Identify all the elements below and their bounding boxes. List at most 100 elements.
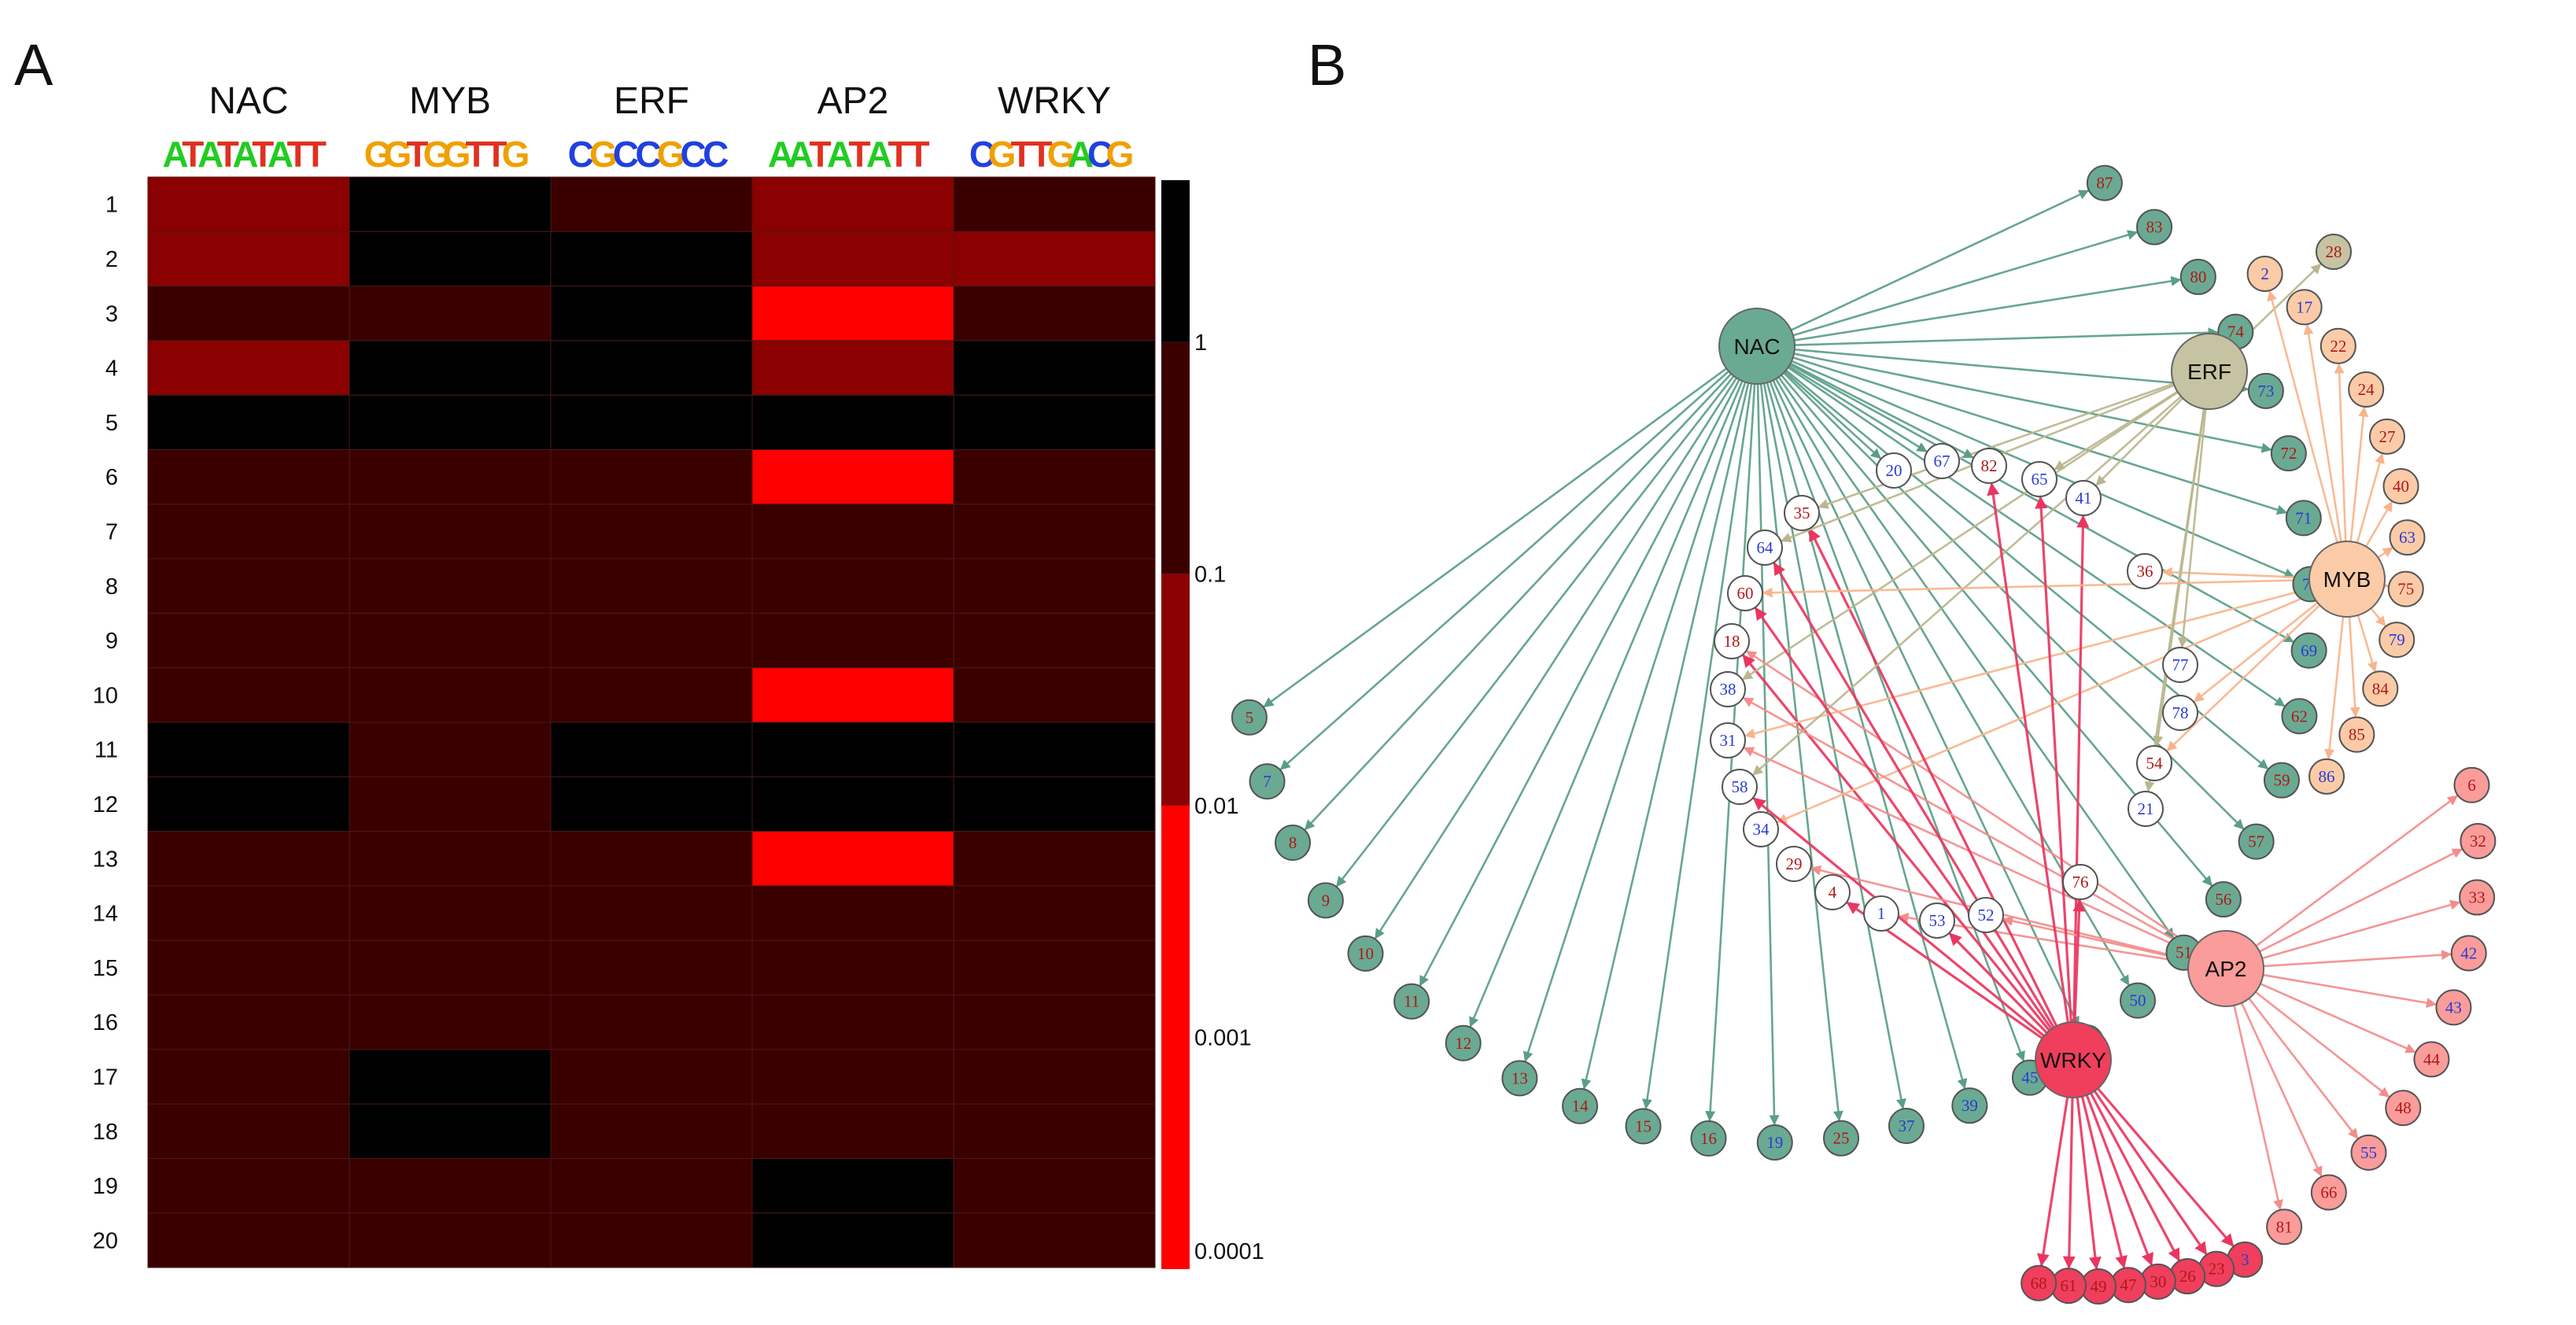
motif-letter: T: [848, 134, 870, 175]
heatmap-cell: [550, 449, 753, 505]
target-node-circle: [1722, 769, 1758, 805]
target-node-label: 6: [2467, 776, 2476, 795]
edge-ap2: [2254, 991, 2390, 1098]
motif-letter: C: [681, 134, 707, 175]
row-label: 7: [105, 519, 118, 544]
target-node-label: 7: [1263, 772, 1271, 791]
row-label: 19: [93, 1174, 118, 1199]
heatmap-cell: [751, 667, 954, 723]
motif-letter: T: [1030, 134, 1052, 175]
edge-ap2: [2255, 795, 2459, 947]
target-node: 15: [1625, 1108, 1662, 1145]
target-node-label: 65: [2032, 470, 2048, 489]
target-node-label: 62: [2291, 707, 2308, 725]
heatmap-cell: [550, 776, 753, 832]
panel-label-a: A: [14, 32, 54, 98]
heatmap-cell: [349, 558, 552, 614]
edge-wrky: [2097, 1087, 2235, 1247]
target-node: 81: [2266, 1209, 2303, 1246]
heatmap-cell: [751, 231, 954, 287]
target-node-circle: [2382, 467, 2419, 504]
target-node: 77: [2162, 647, 2198, 683]
hub-nac: NAC: [1718, 308, 1795, 385]
target-node-label: 66: [2320, 1183, 2337, 1201]
target-node-circle: [2387, 570, 2424, 607]
column-label-myb: MYB: [409, 80, 491, 122]
edge-myb: [2348, 616, 2360, 718]
motif-letter: G: [364, 134, 393, 175]
target-node-label: 39: [1962, 1096, 1978, 1115]
panel-label-b: B: [1308, 32, 1346, 98]
heatmap-cell: [550, 231, 753, 287]
target-node: 4: [1814, 874, 1851, 910]
heatmap-cell: [751, 995, 954, 1050]
target-node-label: 20: [1886, 461, 1902, 480]
heatmap-cell: [147, 722, 350, 777]
hub-wrky: WRKY: [2035, 1021, 2112, 1098]
edge-nac: [1794, 348, 2249, 394]
heatmap-cell: [349, 939, 552, 995]
heatmap-cell: [349, 1103, 552, 1159]
target-node: 6: [2453, 766, 2490, 803]
target-node-circle: [1924, 443, 1960, 479]
heatmap-cell: [953, 176, 1156, 232]
motif-letter: T: [287, 134, 309, 175]
network-hub-nodes: NAC ERF MYB AP2 WRKY: [1718, 308, 2386, 1098]
heatmap-cell: [953, 1049, 1156, 1105]
target-node: 17: [2286, 289, 2323, 326]
target-node-circle: [2450, 935, 2487, 972]
row-label: 5: [105, 411, 118, 436]
heatmap-cell: [953, 1212, 1156, 1268]
target-node: 34: [1743, 811, 1779, 847]
target-node-circle: [1231, 699, 1268, 736]
target-node: 13: [1501, 1060, 1538, 1097]
target-node: 26: [2169, 1258, 2206, 1295]
target-node-circle: [1307, 882, 1344, 919]
edge-nac: [1759, 383, 1843, 1122]
heatmap-cell: [550, 504, 753, 559]
target-node-label: 80: [2190, 268, 2206, 286]
target-node-circle: [2308, 758, 2345, 795]
target-node: 62: [2281, 698, 2318, 735]
target-node-circle: [2086, 164, 2123, 201]
edge-nac: [1642, 383, 1753, 1109]
target-node-label: 1: [1877, 904, 1886, 923]
motif-letter: T: [304, 134, 327, 175]
target-node: 36: [2127, 553, 2163, 589]
target-node-label: 30: [2150, 1272, 2166, 1291]
heatmap-cell: [147, 831, 350, 887]
edge-nac: [1374, 377, 1738, 939]
edge-wrky: [2089, 1092, 2180, 1262]
column-labels: NAC MYB ERF AP2 WRKY: [209, 80, 1111, 122]
target-node-circle: [2368, 418, 2405, 455]
heatmap-cell: [953, 394, 1156, 451]
motif-letter: T: [252, 134, 274, 175]
edge-nac: [1790, 190, 2090, 331]
heatmap-cell: [349, 231, 552, 287]
target-node-label: 23: [2209, 1260, 2225, 1279]
target-node: 35: [1784, 495, 1820, 531]
heatmap-cell: [953, 722, 1156, 777]
heatmap-cell: [550, 176, 753, 232]
target-node: 42: [2450, 935, 2487, 972]
edge-myb: [1762, 578, 2310, 598]
target-node-circle: [1275, 825, 1312, 862]
target-node-label: 74: [2227, 323, 2245, 341]
target-node-label: 55: [2360, 1143, 2377, 1162]
target-node-circle: [2062, 864, 2098, 900]
edge-nac: [1756, 383, 1780, 1126]
hub-label: NAC: [1733, 334, 1780, 359]
motif-letter: T: [1010, 134, 1032, 175]
heatmap-cell: [751, 1157, 954, 1214]
heatmap-cell: [953, 667, 1156, 723]
heatmap-cell: [147, 939, 350, 995]
heatmap-cell: [953, 995, 1156, 1050]
target-node-circle: [2136, 745, 2172, 781]
target-node-circle: [2460, 822, 2497, 859]
motif-letter: T: [907, 134, 929, 175]
target-node-label: 82: [1981, 456, 1998, 475]
heatmap-cell: [147, 504, 350, 559]
target-node: 66: [2310, 1174, 2347, 1211]
edge-ap2: [2248, 998, 2359, 1139]
edge-ap2: [2002, 916, 2190, 961]
